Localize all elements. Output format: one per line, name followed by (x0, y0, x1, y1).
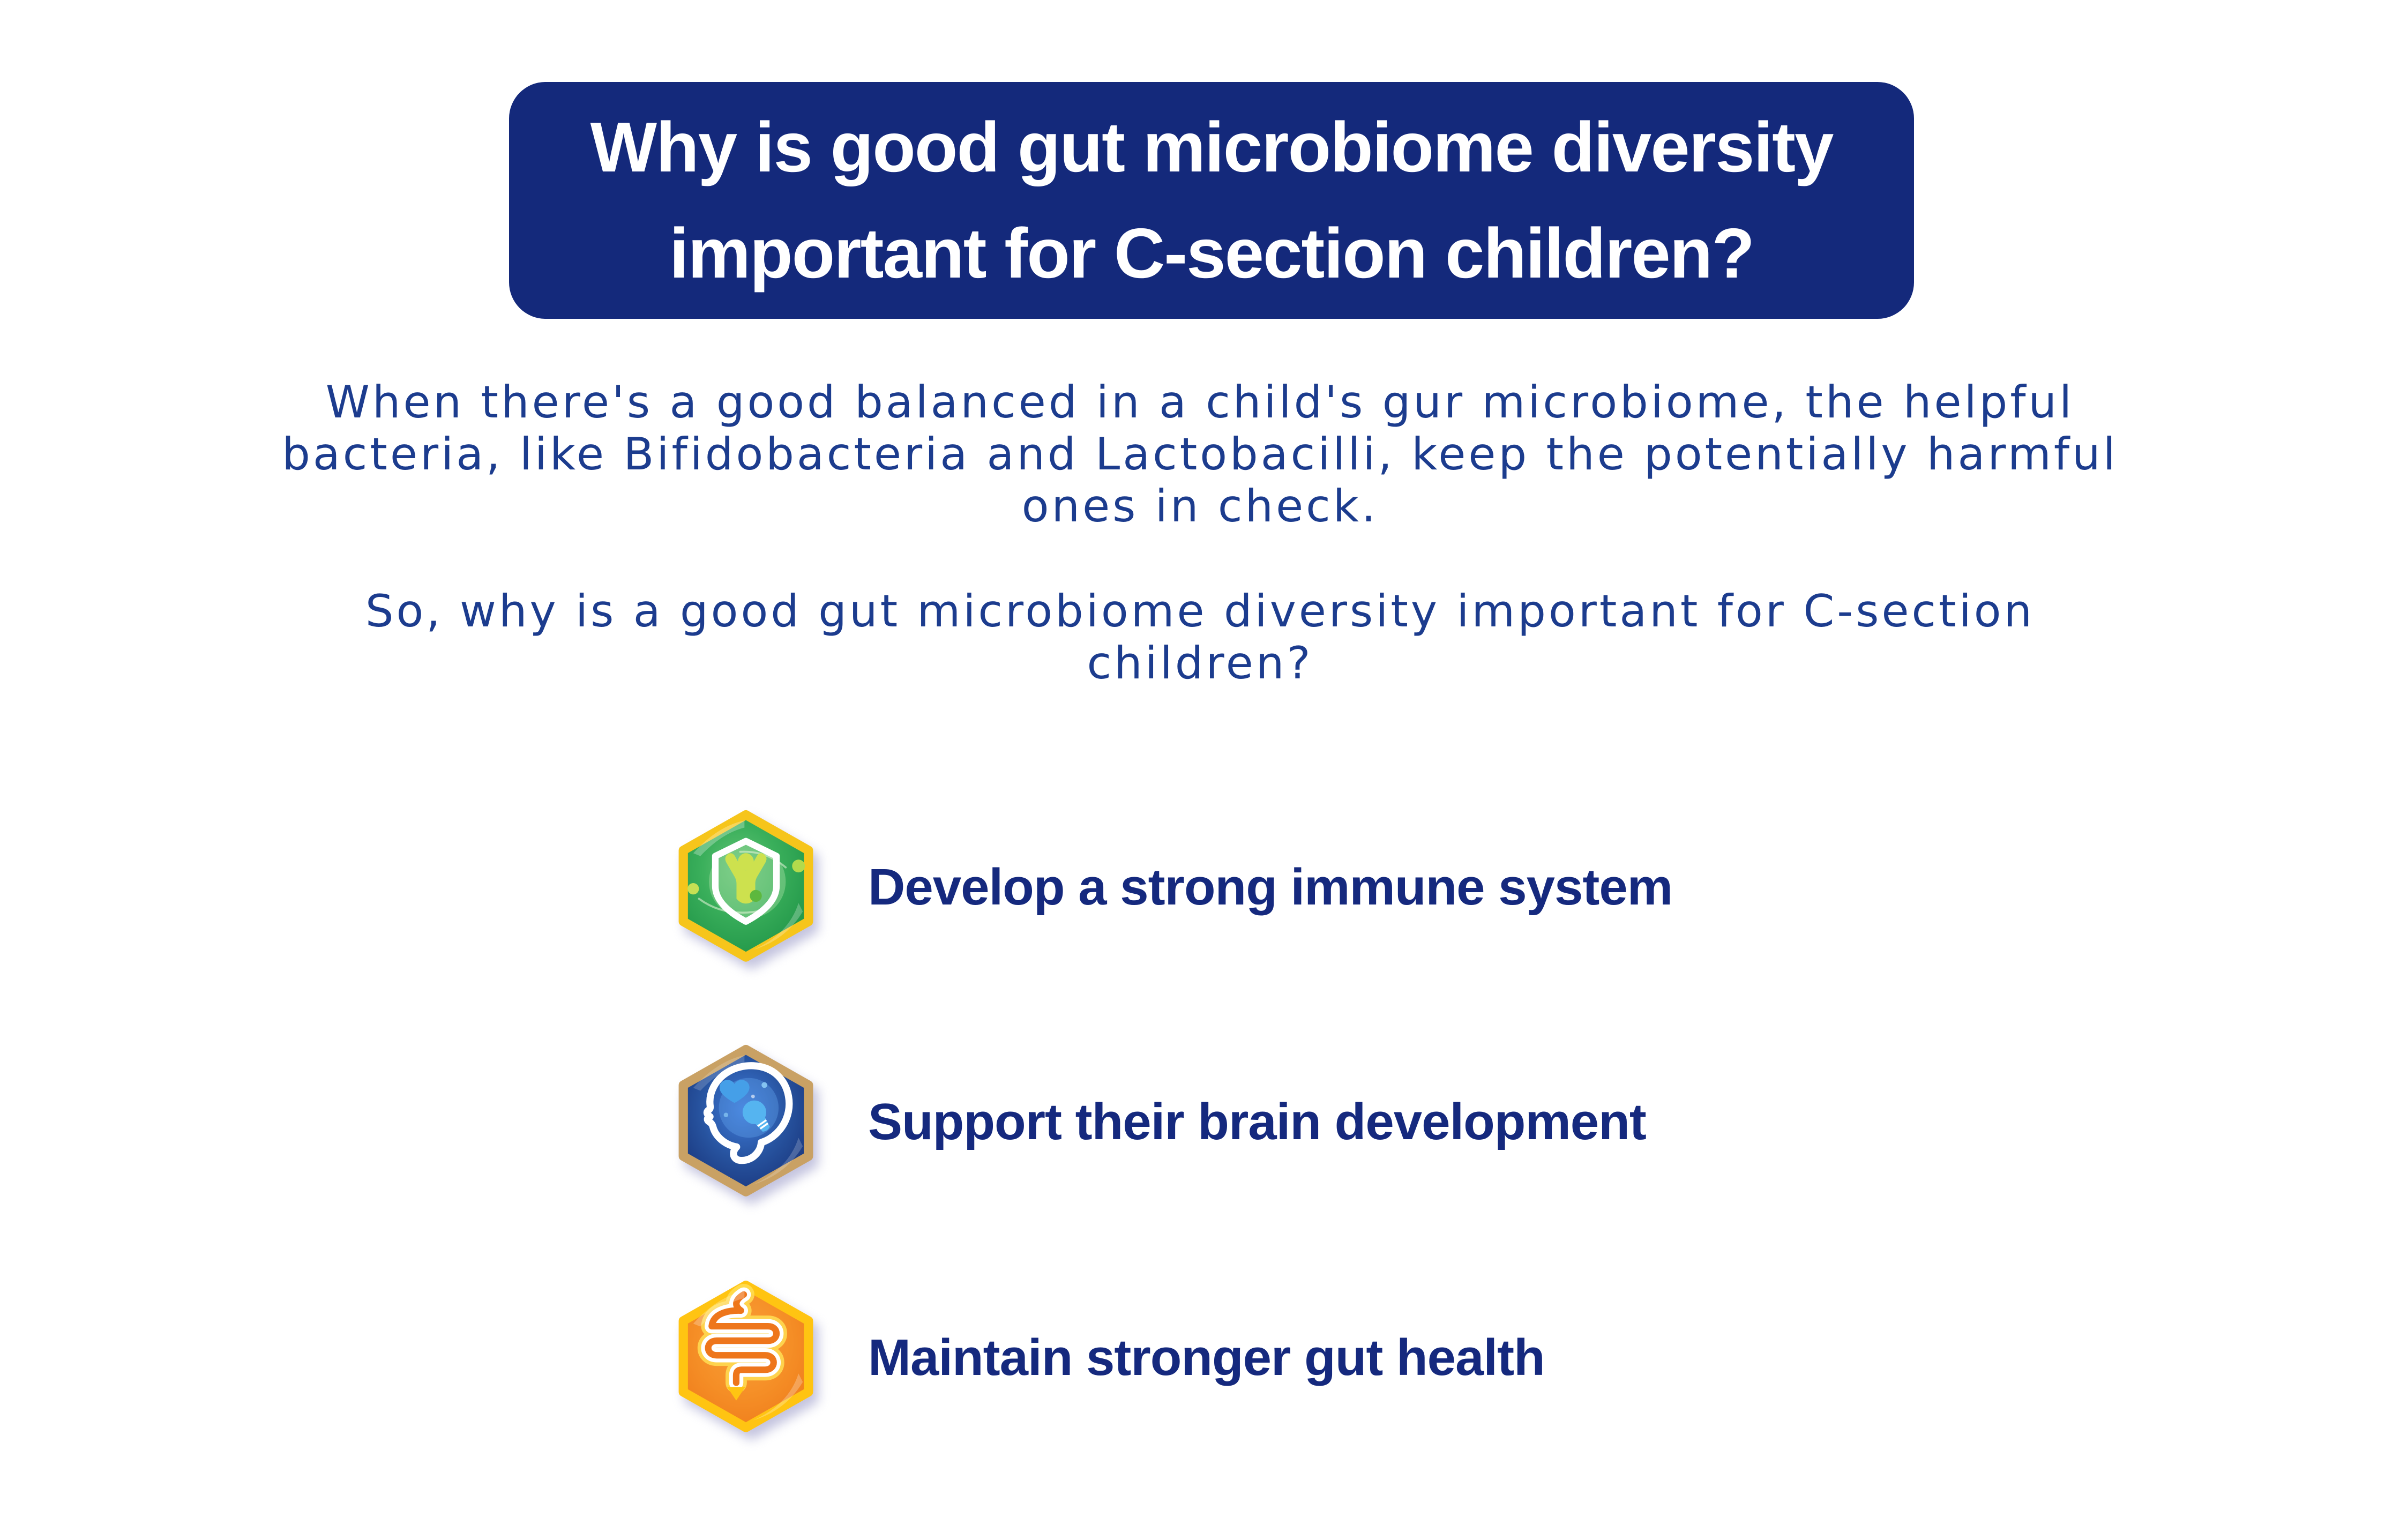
paragraph-line: children? (1087, 637, 1313, 689)
paragraph-line: When there's a good balanced in a child'… (325, 376, 2075, 428)
brain-development-icon (673, 1044, 819, 1200)
title-banner: Why is good gut microbiome diversity imp… (509, 82, 1914, 319)
intro-paragraph: When there's a good balanced in a child'… (0, 376, 2400, 532)
benefit-label-gut: Maintain stronger gut health (868, 1329, 1545, 1386)
page-title-line-1: Why is good gut microbiome diversity (590, 108, 1834, 186)
benefit-item-brain: Support their brain development (673, 1044, 1647, 1200)
benefit-label-immune: Develop a strong immune system (868, 858, 1673, 916)
question-paragraph: So, why is a good gut microbiome diversi… (0, 585, 2400, 689)
paragraph-line: So, why is a good gut microbiome diversi… (365, 585, 2035, 637)
gut-health-icon (673, 1280, 819, 1436)
paragraph-line: ones in check. (1021, 480, 1379, 532)
immune-shield-icon (673, 809, 819, 966)
page-title-line-2: important for C-section children? (669, 214, 1755, 293)
benefit-item-gut: Maintain stronger gut health (673, 1280, 1545, 1436)
paragraph-line: bacteria, like Bifidobacteria and Lactob… (282, 428, 2118, 480)
benefit-label-brain: Support their brain development (868, 1093, 1647, 1150)
benefit-item-immune: Develop a strong immune system (673, 809, 1673, 966)
